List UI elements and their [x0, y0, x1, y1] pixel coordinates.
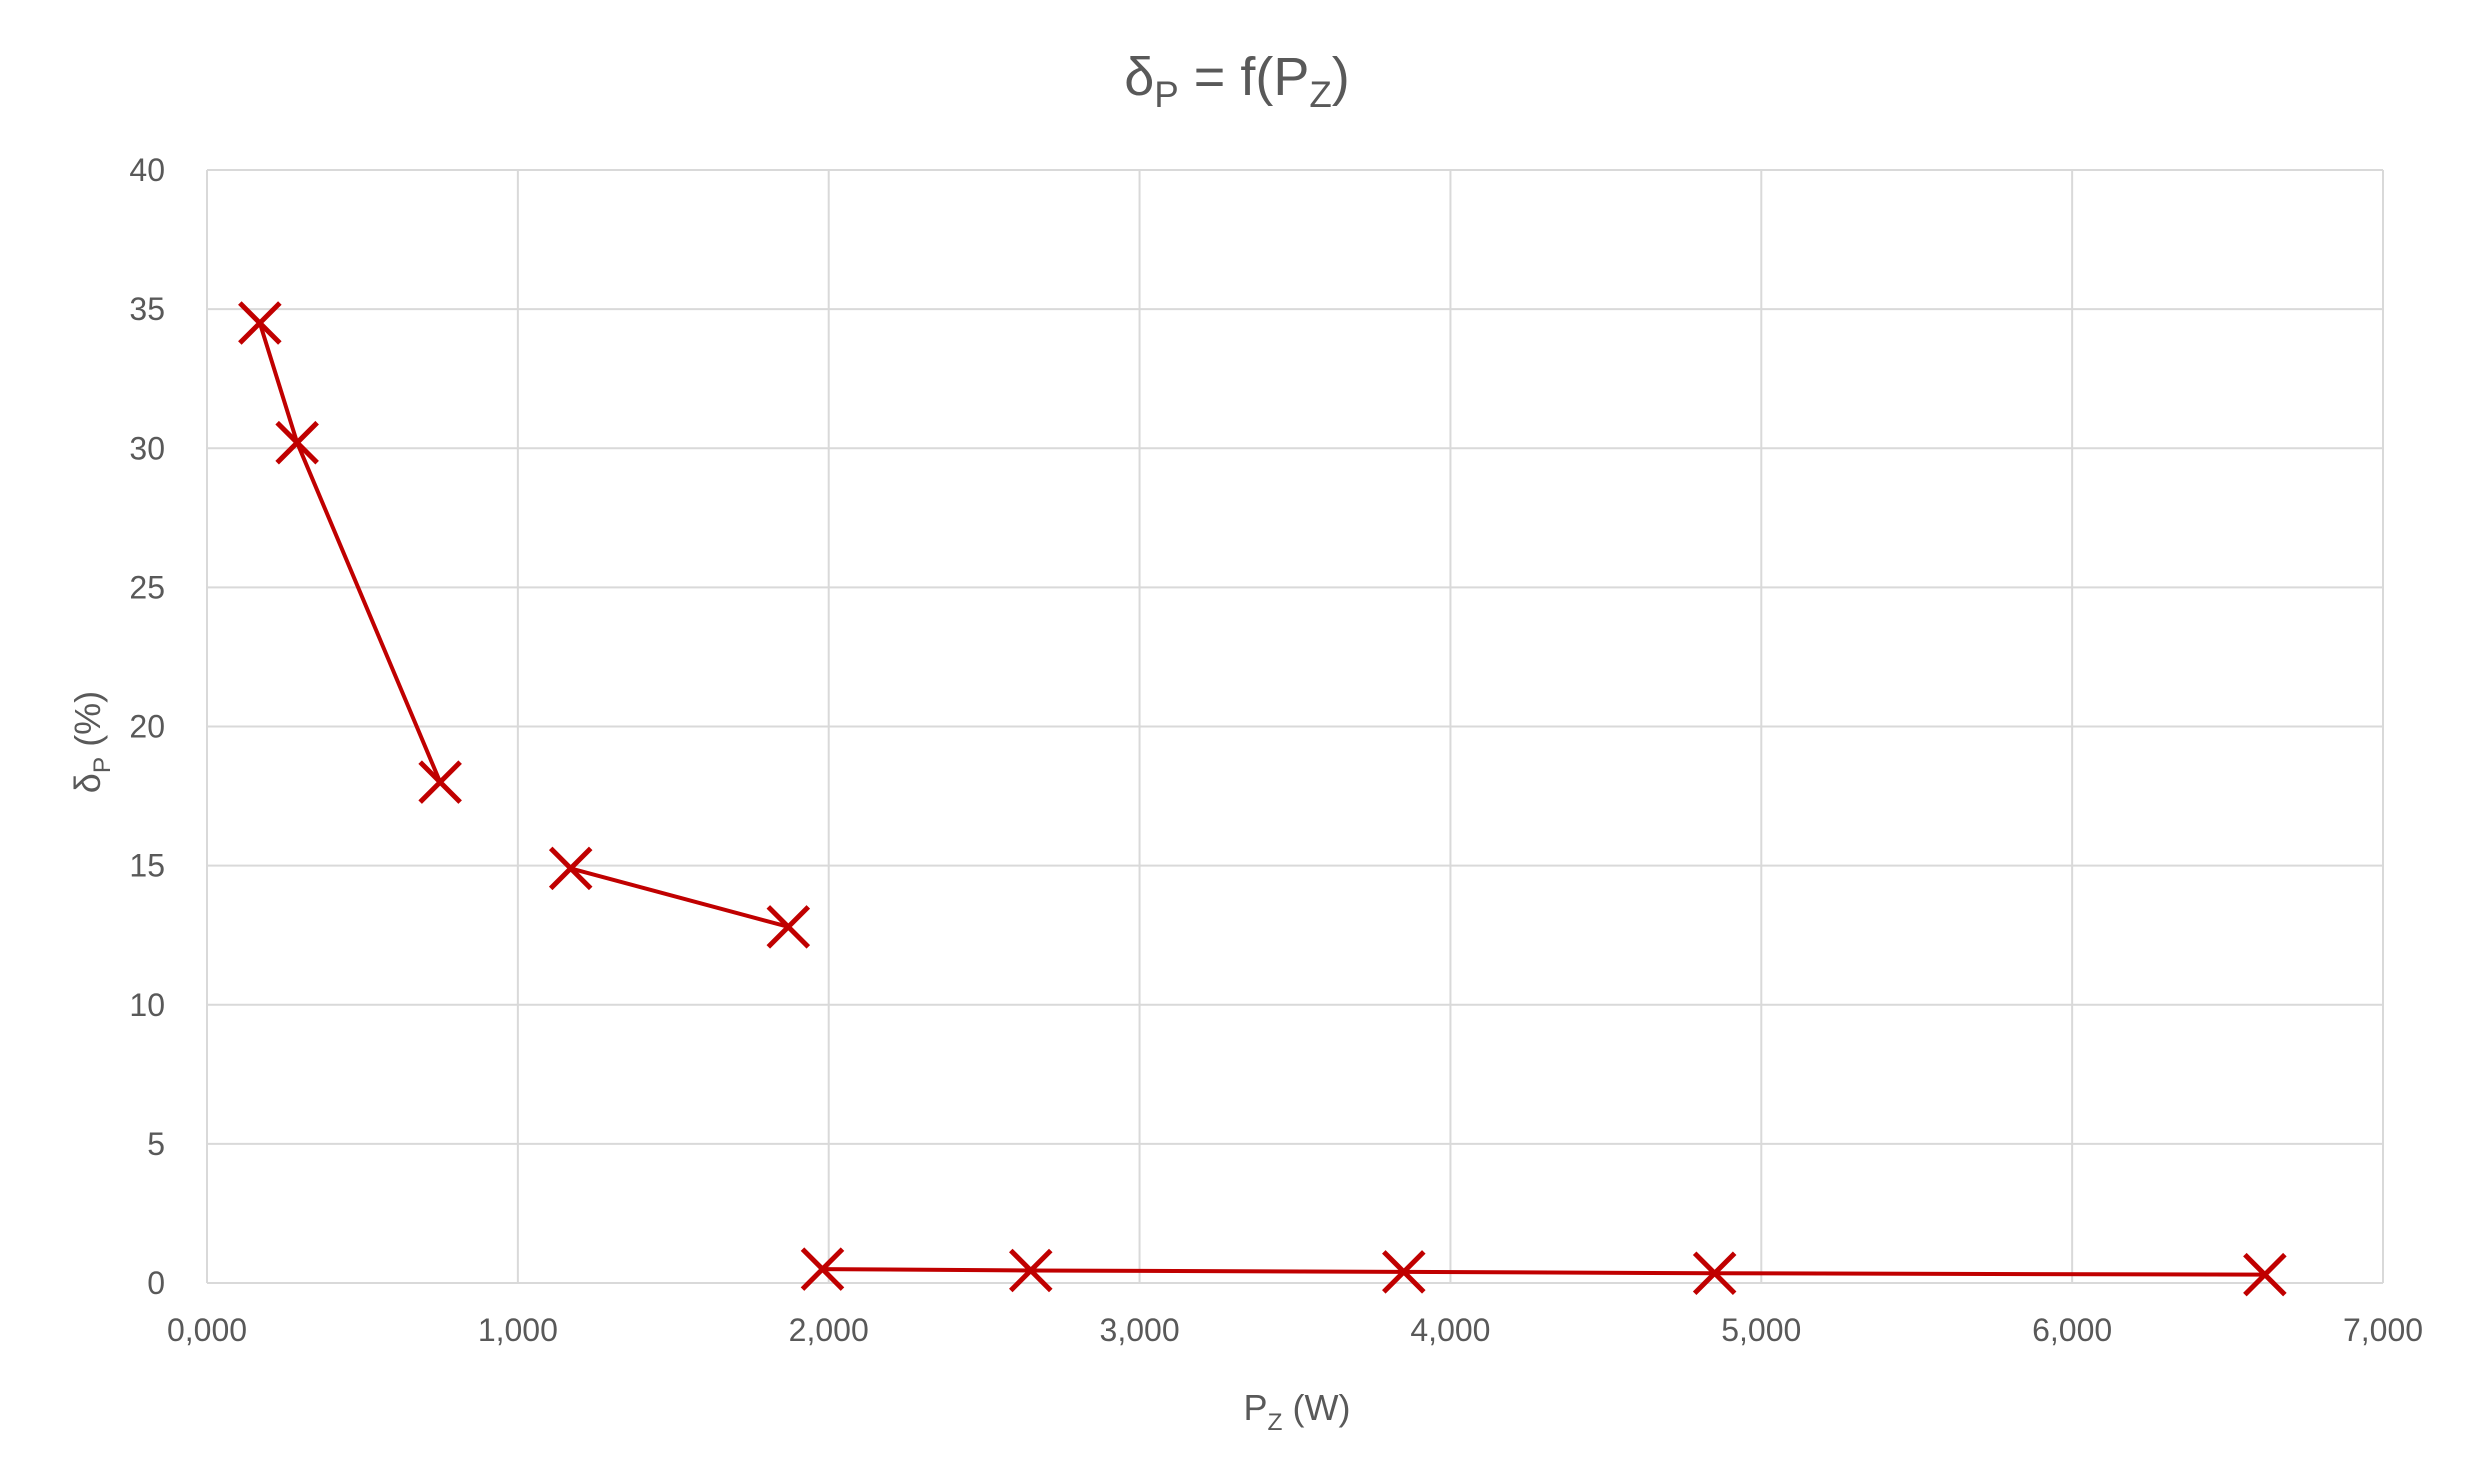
y-axis-ticks: 0 5 10 15 20 25 30 35 40 — [129, 152, 165, 1301]
x-tick-label: 7,000 — [2343, 1312, 2423, 1348]
x-tick-label: 2,000 — [789, 1312, 869, 1348]
data-point-x-marker — [1009, 1248, 1053, 1293]
data-point-x-marker — [275, 420, 319, 465]
y-tick-label: 35 — [129, 291, 165, 327]
data-point-x-marker — [418, 760, 462, 804]
x-axis-title: PZ (W) — [1244, 1387, 1351, 1436]
y-tick-label: 15 — [129, 848, 165, 884]
y-axis-title: δP (%) — [67, 691, 116, 793]
x-tick-label: 3,000 — [1100, 1312, 1180, 1348]
series-line — [822, 1267, 2265, 1277]
data-point-x-marker — [548, 846, 593, 891]
data-point-x-marker — [1692, 1251, 1737, 1296]
x-tick-label: 5,000 — [1721, 1312, 1801, 1348]
data-point-x-marker — [766, 905, 811, 949]
chart-title: δP = f(PZ) — [1124, 47, 1350, 115]
data-point-x-marker — [238, 301, 282, 345]
data-point-x-marker — [2243, 1252, 2287, 1297]
y-tick-label: 40 — [129, 152, 165, 188]
series-line — [570, 866, 789, 929]
x-tick-label: 4,000 — [1410, 1312, 1490, 1348]
data-point-x-marker — [1382, 1250, 1426, 1294]
y-tick-label: 30 — [129, 430, 165, 466]
y-tick-label: 0 — [147, 1265, 165, 1301]
y-tick-label: 20 — [129, 709, 165, 745]
data-point-x-marker — [800, 1247, 845, 1291]
y-tick-label: 25 — [129, 569, 165, 605]
gridlines — [206, 169, 2384, 1284]
y-tick-label: 10 — [129, 987, 165, 1023]
x-axis-ticks: 0,000 1,000 2,000 3,000 4,000 5,000 6,000 7,000 — [167, 1312, 2423, 1348]
x-tick-label: 6,000 — [2032, 1312, 2112, 1348]
data-series — [238, 301, 2287, 1297]
series-line — [257, 322, 442, 783]
x-tick-label: 1,000 — [478, 1312, 558, 1348]
y-tick-label: 5 — [147, 1126, 165, 1162]
x-tick-label: 0,000 — [167, 1312, 247, 1348]
